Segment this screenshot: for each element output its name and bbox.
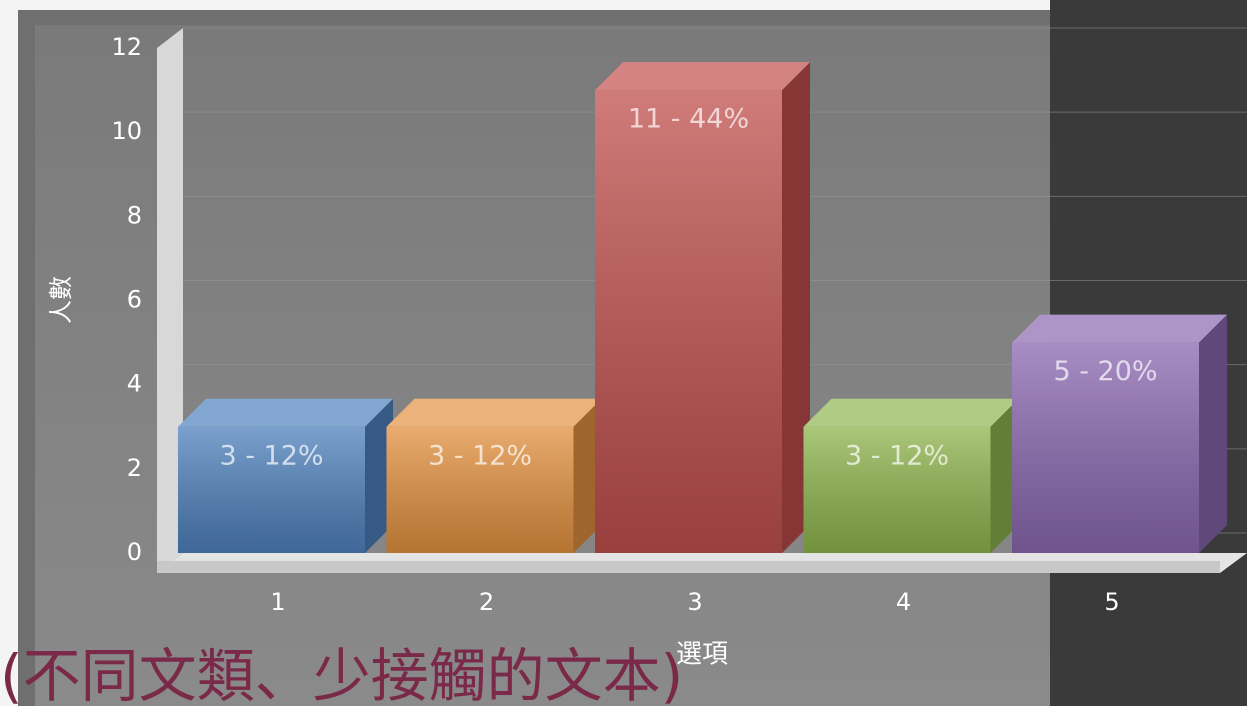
bar-top — [178, 398, 393, 427]
bar-side — [1199, 314, 1227, 553]
bar-top — [386, 398, 602, 427]
bar-top — [595, 62, 810, 91]
value-label: 5 - 20% — [1053, 356, 1157, 387]
y-tick-label: 4 — [127, 370, 142, 398]
value-label: 3 - 12% — [428, 440, 532, 471]
left-wall — [157, 28, 183, 573]
bar-side-shade — [782, 62, 810, 553]
bar-side-shade — [1199, 314, 1227, 553]
bar-shade — [803, 426, 991, 553]
bar-side — [990, 398, 1019, 553]
floor-edge — [157, 561, 1220, 573]
bar-top-shine — [803, 398, 1019, 427]
annotation: (不同文類、少接觸的文本) — [0, 642, 683, 706]
bar-side — [782, 62, 810, 553]
bar-top — [1012, 314, 1227, 343]
x-tick-label: 1 — [270, 588, 285, 616]
y-tick-label: 10 — [111, 117, 142, 145]
bar-shade — [595, 90, 782, 553]
y-axis-label: 人數 — [47, 276, 75, 324]
bar-side-shade — [573, 398, 602, 553]
bar-top-shine — [1012, 314, 1227, 343]
bar-side — [365, 398, 393, 553]
bar-side-shade — [990, 398, 1019, 553]
y-tick-label: 0 — [127, 538, 142, 566]
value-label: 11 - 44% — [628, 104, 749, 135]
x-tick-label: 4 — [896, 588, 911, 616]
bar-top-shine — [595, 62, 810, 91]
bar-top-shine — [178, 398, 393, 427]
value-label: 3 - 12% — [219, 440, 323, 471]
plot-background — [35, 25, 1050, 706]
x-tick-label: 5 — [1104, 588, 1119, 616]
x-axis-label: 選項 — [676, 640, 728, 670]
bar-side — [573, 398, 602, 553]
bar-shade — [178, 426, 365, 553]
x-tick-label: 3 — [687, 588, 702, 616]
x-tick-label: 2 — [479, 588, 494, 616]
bar-shade — [1012, 342, 1199, 553]
y-tick-label: 8 — [127, 201, 142, 229]
bar-shade — [386, 426, 574, 553]
y-tick-label: 6 — [127, 286, 142, 314]
bar-side-shade — [365, 398, 393, 553]
bar-top-shine — [386, 398, 602, 427]
y-tick-label: 2 — [127, 454, 142, 482]
value-label: 3 - 12% — [845, 440, 949, 471]
y-tick-label: 12 — [111, 33, 142, 61]
bar-top — [803, 398, 1019, 427]
